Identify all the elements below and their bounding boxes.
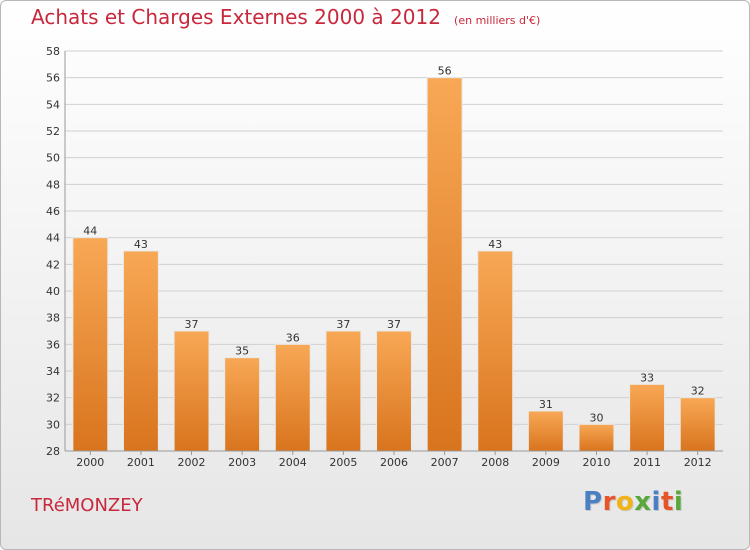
y-tick-label: 56 <box>46 72 60 85</box>
bar <box>72 237 109 452</box>
x-tick-label: 2004 <box>279 456 307 469</box>
y-tick-label: 58 <box>46 45 60 58</box>
bar <box>527 410 564 452</box>
bar <box>122 250 159 452</box>
y-tick-label: 30 <box>46 418 60 431</box>
bar-value-label: 31 <box>539 398 553 411</box>
x-tick-label: 2012 <box>684 456 712 469</box>
logo-letter: i <box>673 487 684 517</box>
bar <box>426 77 463 452</box>
y-tick-label: 34 <box>46 365 60 378</box>
bar <box>173 330 210 452</box>
x-tick-label: 2007 <box>431 456 459 469</box>
y-tick-label: 38 <box>46 312 60 325</box>
logo-letter: P <box>583 487 603 517</box>
x-tick-label: 2009 <box>532 456 560 469</box>
y-tick-label: 42 <box>46 258 60 271</box>
bar <box>679 397 716 452</box>
logo-letter: x <box>634 487 652 517</box>
x-tick-label: 2010 <box>582 456 610 469</box>
bar <box>477 250 514 452</box>
logo-letter: r <box>602 487 616 517</box>
chart-title: Achats et Charges Externes 2000 à 2012 <box>31 5 441 29</box>
y-tick-label: 28 <box>46 445 60 458</box>
y-tick-label: 36 <box>46 338 60 351</box>
y-tick-label: 50 <box>46 152 60 165</box>
bar-value-label: 37 <box>336 318 350 331</box>
bar-value-label: 37 <box>387 318 401 331</box>
x-tick-label: 2006 <box>380 456 408 469</box>
bar <box>325 330 362 452</box>
x-tick-label: 2003 <box>228 456 256 469</box>
bar <box>376 330 412 452</box>
x-tick-label: 2001 <box>127 456 155 469</box>
bar <box>224 357 261 452</box>
y-tick-label: 54 <box>46 98 60 111</box>
bar-value-label: 43 <box>134 238 148 251</box>
logo-letter: t <box>660 487 674 517</box>
y-tick-label: 46 <box>46 205 60 218</box>
y-tick-label: 44 <box>46 232 60 245</box>
logo-letter: i <box>651 487 661 517</box>
bar <box>578 423 615 452</box>
bar-value-label: 56 <box>438 65 452 78</box>
x-tick-label: 2011 <box>633 456 661 469</box>
chart-unit: (en milliers d'€) <box>454 14 541 27</box>
bars-layer <box>72 77 716 452</box>
bar-value-label: 30 <box>589 411 603 424</box>
bar <box>274 343 311 452</box>
y-tick-label: 48 <box>46 178 60 191</box>
bar-value-label: 44 <box>83 225 97 238</box>
bar-value-label: 43 <box>488 238 502 251</box>
logo-letter: o <box>615 487 635 517</box>
bar-value-label: 32 <box>691 385 705 398</box>
proxiti-logo[interactable]: Proxiti <box>583 487 683 517</box>
x-tick-label: 2005 <box>329 456 357 469</box>
y-tick-label: 52 <box>46 125 60 138</box>
bar <box>629 383 666 452</box>
x-tick-label: 2000 <box>76 456 104 469</box>
bar-value-label: 37 <box>185 318 199 331</box>
y-tick-label: 40 <box>46 285 60 298</box>
title-row: Achats et Charges Externes 2000 à 2012 (… <box>31 5 540 29</box>
bar-value-label: 36 <box>286 331 300 344</box>
x-tick-label: 2008 <box>481 456 509 469</box>
axis-layer: 28 30 32 34 36 38 40 42 44 46 48 50 52 54 56 58 44 2000 43… <box>46 45 723 469</box>
commune-name: TRéMONZEY <box>31 495 143 516</box>
x-tick-label: 2002 <box>178 456 206 469</box>
bar-value-label: 33 <box>640 371 654 384</box>
bar-value-label: 35 <box>235 345 249 358</box>
y-tick-label: 32 <box>46 392 60 405</box>
